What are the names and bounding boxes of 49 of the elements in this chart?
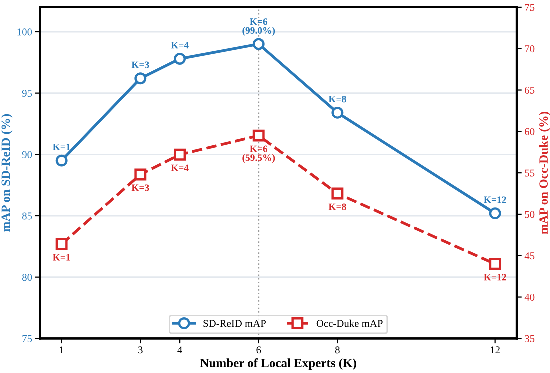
point	[174, 148, 186, 161]
annotation: K=6 (99.0%)	[242, 18, 276, 36]
y2-tick-label: 60	[525, 128, 535, 136]
legend-label: SD-ReID mAP	[204, 320, 266, 328]
annotation: K=3	[132, 62, 150, 68]
annotation: K=8	[328, 96, 346, 103]
y2-tick-label: 65	[525, 86, 535, 94]
x-tick-label: 3	[138, 346, 143, 354]
y2-tick-label: 70	[525, 46, 535, 53]
x-tick-label: 8	[335, 346, 340, 354]
y2-tick-label: 40	[524, 294, 535, 301]
y2-tick-label: 50	[525, 211, 535, 218]
y-axis-title: mAP on SD-ReID (%)	[1, 114, 13, 232]
y-tick-label: 100	[18, 28, 32, 36]
point	[489, 208, 502, 220]
point	[134, 168, 147, 181]
point	[174, 53, 186, 65]
point	[56, 238, 68, 250]
x-tick-label: 4	[178, 346, 182, 354]
point	[56, 154, 68, 167]
x-tick-label: 1	[60, 346, 64, 354]
y2-tick-label: 55	[525, 170, 535, 177]
annotation: K=4	[171, 164, 189, 172]
annotation: K=6 (59.5%)	[242, 146, 276, 164]
y2-tick-label: 75	[525, 4, 535, 12]
point	[252, 38, 265, 50]
point	[332, 188, 344, 200]
annotation: K=1	[53, 144, 70, 150]
x-tick-label: 12	[491, 346, 500, 354]
annotation: K=8	[328, 204, 346, 210]
x-axis-title: Number of Local Experts (K)	[200, 358, 356, 370]
point	[134, 72, 147, 85]
annotation: K=12	[484, 196, 506, 204]
y2-tick-label: 35	[525, 335, 535, 342]
annotation: K=1	[53, 254, 70, 261]
x-tick-label: 6	[256, 346, 262, 354]
y-tick-label: 80	[22, 274, 32, 282]
point	[489, 258, 502, 270]
y2-tick-label: 45	[524, 252, 535, 260]
point	[332, 106, 344, 119]
y-tick-label: 85	[22, 212, 32, 220]
legend-label: Occ-Duke mAP	[316, 320, 383, 328]
y-tick-label: 75	[22, 335, 32, 342]
y-tick-label: 95	[22, 90, 32, 98]
annotation: K=12	[484, 274, 506, 281]
annotation: K=3	[132, 184, 150, 192]
point	[252, 130, 265, 142]
annotation: K=4	[171, 42, 189, 49]
y-tick-label: 90	[22, 151, 32, 158]
